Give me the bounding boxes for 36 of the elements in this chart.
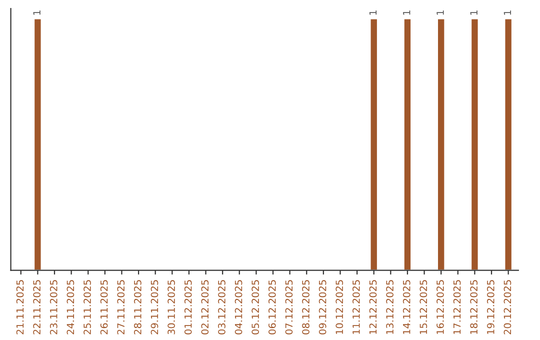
data-label: 1 [470, 10, 478, 15]
data-label: 1 [436, 10, 444, 15]
x-tick-label: 16.12.2025 [436, 280, 444, 334]
data-label: 1 [504, 10, 511, 15]
x-tick-label: 08.12.2025 [302, 280, 310, 334]
x-tick-label: 26.11.2025 [100, 280, 108, 334]
x-tick-label: 10.12.2025 [336, 280, 344, 334]
x-tick-label: 09.12.2025 [318, 280, 326, 334]
x-tick-label: 02.12.2025 [201, 280, 209, 334]
x-tick-label: 11.12.2025 [352, 280, 360, 334]
x-tick-label: 07.12.2025 [285, 280, 293, 334]
x-tick-label: 20.12.2025 [504, 280, 512, 334]
x-tick-label: 29.11.2025 [150, 280, 158, 334]
data-label: 1 [369, 10, 377, 15]
x-tick-label: 06.12.2025 [268, 280, 276, 334]
x-tick-label: 18.12.2025 [470, 280, 478, 334]
x-tick-label: 13.12.2025 [386, 280, 394, 334]
x-tick-label: 27.11.2025 [117, 280, 125, 334]
x-tick-label: 01.12.2025 [184, 280, 192, 334]
x-tick-label: 21.11.2025 [16, 280, 24, 334]
data-label: 1 [33, 10, 40, 15]
x-tick-label: 28.11.2025 [134, 280, 142, 334]
x-tick-label: 17.12.2025 [453, 280, 461, 334]
x-tick-label: 23.11.2025 [50, 280, 58, 334]
x-tick-label: 30.11.2025 [168, 280, 175, 334]
x-tick-label: 19.12.2025 [486, 280, 494, 334]
x-tick-label: 22.11.2025 [33, 280, 41, 334]
x-tick-label: 24.11.2025 [66, 280, 74, 334]
x-tick-label: 05.12.2025 [252, 280, 260, 334]
x-tick-label: 04.12.2025 [234, 280, 242, 334]
x-tick-label: 25.11.2025 [84, 280, 91, 334]
x-tick-label: 14.12.2025 [402, 280, 410, 334]
x-tick-label: 12.12.2025 [369, 280, 377, 334]
x-tick-label: 03.12.2025 [218, 280, 226, 334]
x-tick-label: 15.12.2025 [420, 280, 428, 334]
data-label: 1 [403, 10, 410, 15]
